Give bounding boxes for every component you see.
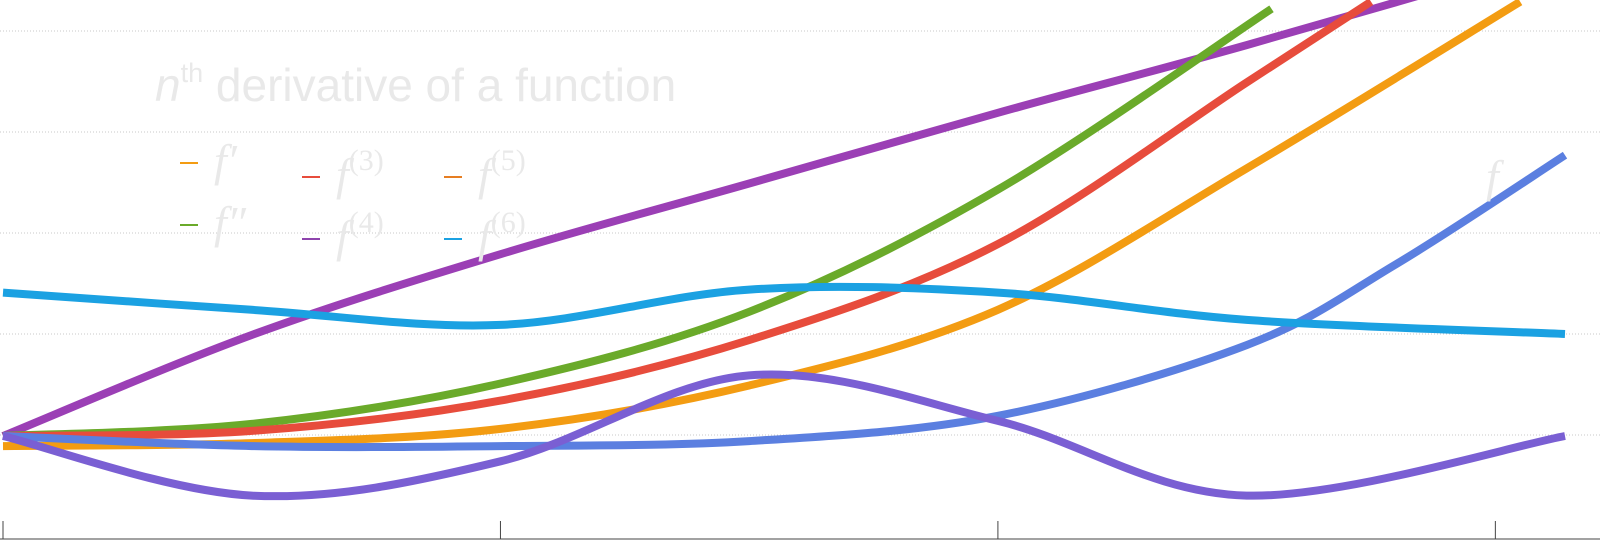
legend-base: f (336, 149, 349, 200)
series-line-1 (1, 0, 1419, 440)
series-line-5 (2, 151, 1568, 452)
legend-item-1: f′ (180, 138, 237, 184)
series-line-6 (2, 282, 1566, 338)
title-rest: derivative of a function (203, 59, 677, 111)
legend-item-3: f(5) (444, 138, 526, 198)
legend-swatch (180, 162, 198, 165)
legend-order: ″ (226, 197, 246, 248)
legend-order: (6) (490, 206, 526, 239)
legend-base: f (214, 135, 227, 186)
legend-base: f (336, 211, 349, 262)
legend-item-4: f″ (180, 200, 246, 246)
legend-swatch (444, 238, 462, 241)
legend-base: f (214, 197, 227, 248)
series-lines (1, 0, 1568, 501)
x-axis (0, 521, 1600, 540)
legend-swatch (444, 176, 462, 179)
series-line-7 (2, 370, 1566, 501)
legend-item-2: f(3) (302, 138, 384, 198)
series-line-2 (2, 5, 1274, 440)
legend-order: (5) (490, 144, 526, 177)
legend-item-5: f(4) (302, 200, 384, 260)
legend-item-6: f(6) (444, 200, 526, 260)
series-line-3 (2, 0, 1374, 440)
legend-swatch (302, 238, 320, 241)
chart-title: nth derivative of a function (155, 58, 676, 112)
end-label-f: f (1486, 151, 1499, 202)
legend-swatch (180, 224, 198, 227)
legend-swatch (302, 176, 320, 179)
legend-base: f (478, 149, 491, 200)
title-n: n (155, 59, 181, 111)
legend-order: ′ (226, 135, 237, 186)
legend-order: (4) (348, 206, 384, 239)
title-sup: th (180, 58, 204, 88)
legend-base: f (478, 211, 491, 262)
legend-order: (3) (348, 144, 384, 177)
